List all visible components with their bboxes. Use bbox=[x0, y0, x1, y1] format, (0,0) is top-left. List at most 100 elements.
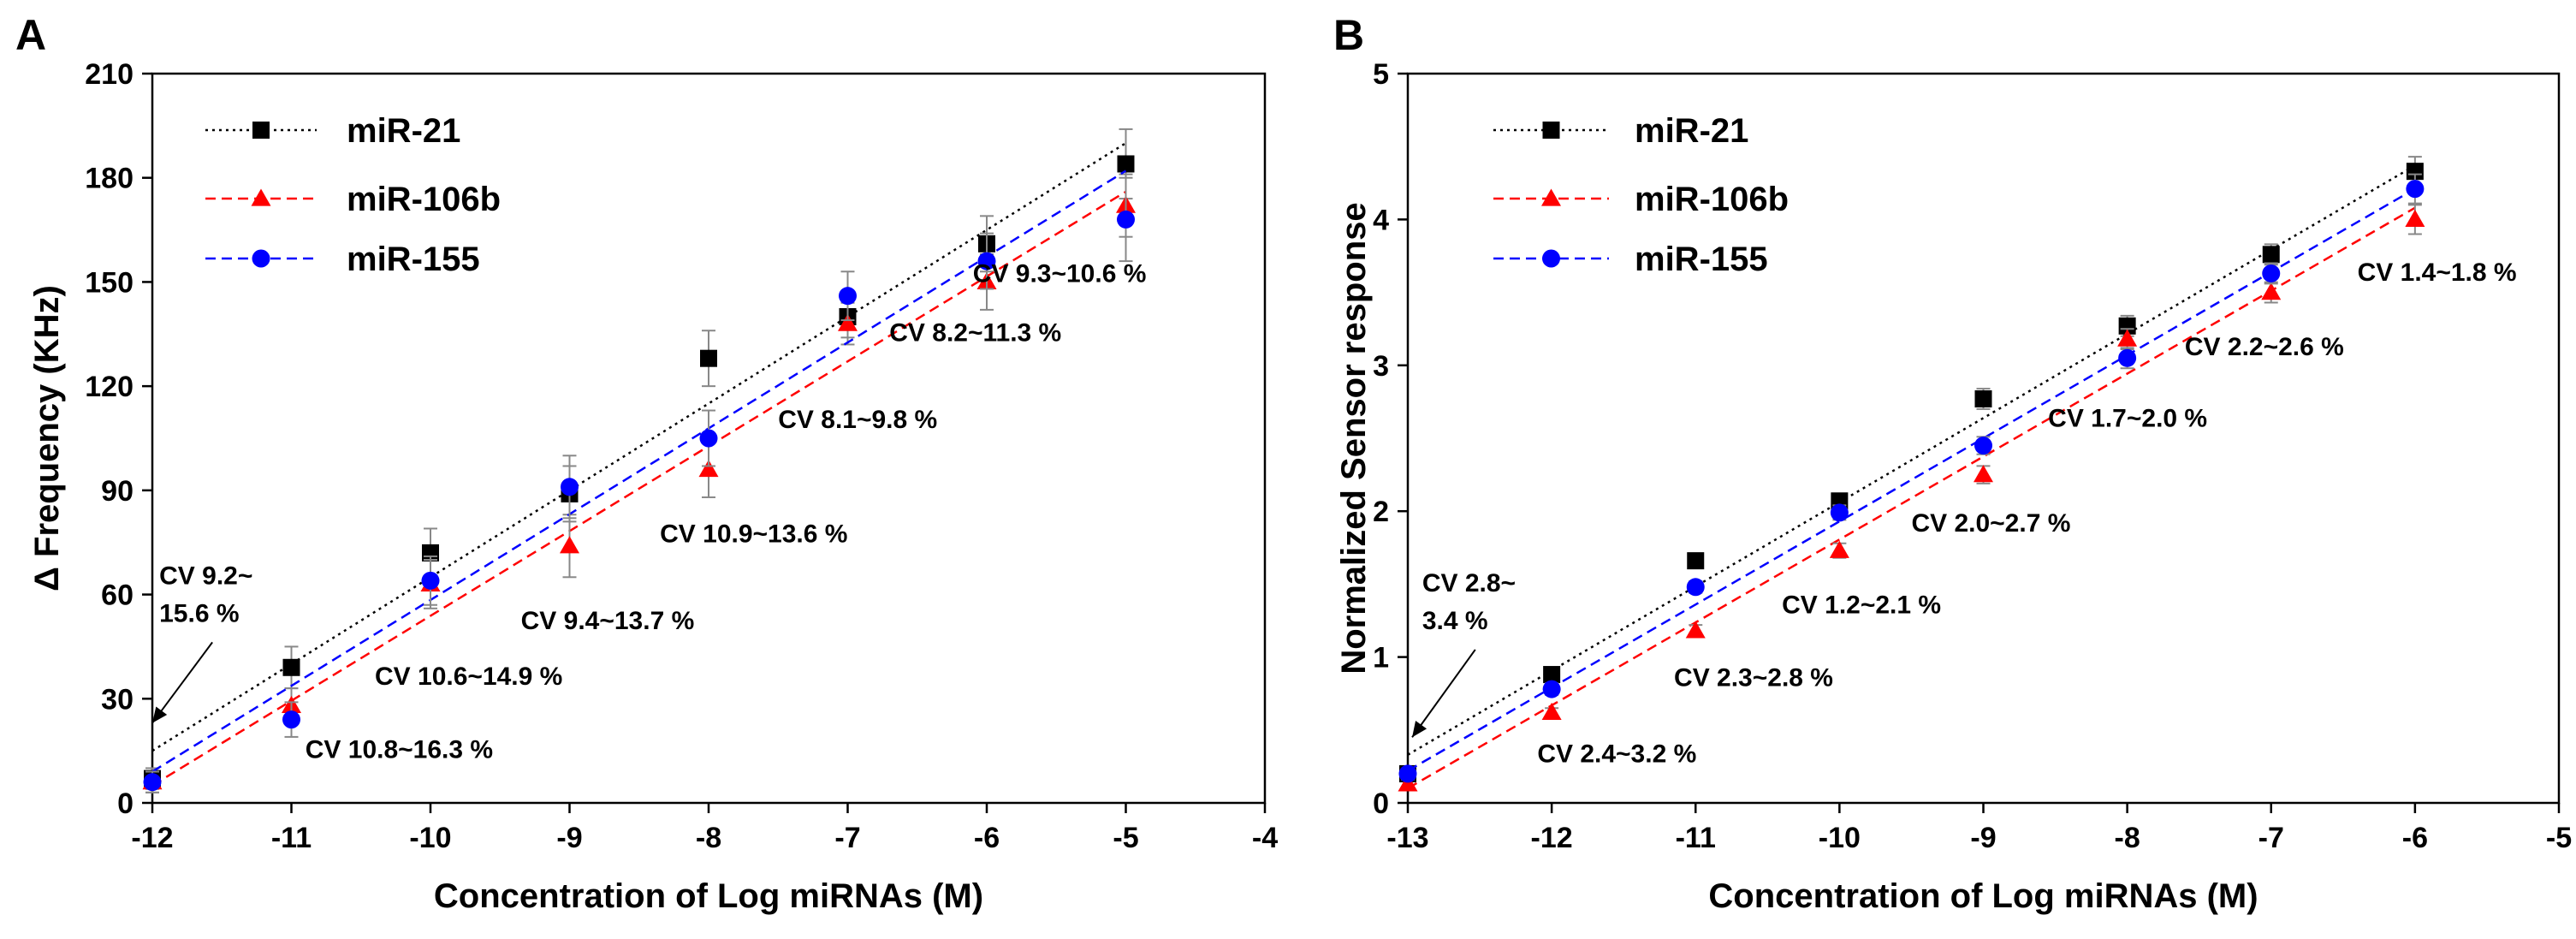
cv-annotation-line: CV 1.4~1.8 % bbox=[2358, 259, 2517, 287]
annotation-arrow bbox=[1411, 649, 1476, 738]
trend-line bbox=[151, 190, 1127, 787]
legend-label: miR-106b bbox=[1635, 181, 1789, 218]
y-tick-label: 0 bbox=[1373, 787, 1389, 820]
x-tick-label: -9 bbox=[556, 822, 582, 854]
cv-annotation: CV 1.2~2.1 % bbox=[1782, 591, 1941, 619]
cv-annotation-line: CV 9.4~13.7 % bbox=[521, 607, 695, 635]
data-point bbox=[1685, 621, 1706, 639]
legend-marker bbox=[252, 249, 270, 268]
legend-label: miR-155 bbox=[347, 241, 480, 278]
data-point bbox=[1117, 210, 1135, 229]
legend-marker bbox=[1542, 249, 1560, 268]
cv-annotation: CV 2.8~ 3.4 % bbox=[1422, 569, 1516, 635]
y-tick-label: 90 bbox=[101, 475, 134, 508]
data-point bbox=[1686, 578, 1705, 597]
x-tick-label: -5 bbox=[2546, 822, 2572, 854]
x-tick-label: -12 bbox=[131, 822, 173, 854]
annotation-arrow bbox=[151, 641, 213, 724]
x-tick-label: -6 bbox=[2402, 822, 2428, 854]
cv-annotation-line: CV 1.2~2.1 % bbox=[1782, 591, 1941, 619]
series-mir-21 bbox=[144, 128, 1135, 790]
data-point bbox=[2406, 180, 2425, 199]
x-tick-label: -5 bbox=[1113, 822, 1138, 854]
cv-annotation: CV 10.9~13.6 % bbox=[660, 520, 847, 549]
cv-annotation-line: 15.6 % bbox=[159, 599, 239, 627]
y-axis-title: Δ Frequency (KHz) bbox=[28, 285, 66, 591]
cv-annotation-line: CV 10.8~16.3 % bbox=[306, 735, 493, 764]
y-tick-label: 0 bbox=[117, 787, 134, 820]
trend-line bbox=[1407, 206, 2416, 790]
y-tick-label: 150 bbox=[85, 266, 134, 299]
annotation-arrowhead bbox=[152, 706, 168, 723]
data-point bbox=[2261, 282, 2282, 300]
data-point bbox=[1543, 666, 1561, 684]
data-point bbox=[1974, 437, 1992, 455]
x-axis-title: Concentration of Log miRNAs (M) bbox=[434, 877, 983, 915]
data-point bbox=[838, 313, 858, 331]
cv-annotation: CV 2.3~2.8 % bbox=[1674, 664, 1833, 692]
cv-annotation-line: CV 2.3~2.8 % bbox=[1674, 664, 1833, 692]
legend-label: miR-155 bbox=[1635, 241, 1768, 278]
cv-annotation: CV 2.2~2.6 % bbox=[2185, 333, 2344, 361]
data-point bbox=[561, 478, 579, 496]
y-tick-label: 4 bbox=[1373, 204, 1389, 236]
legend-marker bbox=[1542, 122, 1560, 139]
data-point bbox=[2405, 209, 2425, 228]
x-tick-label: -11 bbox=[271, 822, 312, 854]
data-point bbox=[1541, 702, 1562, 720]
data-point bbox=[421, 571, 440, 590]
y-tick-label: 60 bbox=[101, 579, 134, 612]
cv-annotation: CV 1.7~2.0 % bbox=[2048, 404, 2207, 432]
cv-annotation: CV 10.6~14.9 % bbox=[375, 663, 562, 691]
data-point bbox=[977, 252, 996, 270]
cv-annotation: CV 9.2~ 15.6 % bbox=[159, 562, 252, 627]
cv-annotation-line: CV 2.4~3.2 % bbox=[1537, 740, 1696, 768]
legend-label: miR-106b bbox=[347, 181, 501, 218]
y-tick-label: 2 bbox=[1373, 496, 1389, 528]
trend-line bbox=[1407, 164, 2416, 756]
legend-marker bbox=[1541, 188, 1561, 206]
cv-annotation: CV 8.1~9.8 % bbox=[778, 406, 937, 434]
cv-annotation-line: CV 1.7~2.0 % bbox=[2048, 404, 2207, 432]
x-axis-title: Concentration of Log miRNAs (M) bbox=[1708, 877, 2258, 915]
chart-panel-b: B -13 -12 -11 -10 -9 -8 -7 -6 -5 0 1 2 3 4 5 Concentrati… bbox=[1333, 11, 2572, 915]
data-point bbox=[1830, 503, 1849, 522]
data-point bbox=[1687, 552, 1705, 570]
data-point bbox=[1542, 680, 1561, 698]
y-tick-label: 1 bbox=[1373, 642, 1389, 675]
cv-annotation-line: CV 2.8~ bbox=[1422, 569, 1516, 597]
data-point bbox=[1829, 540, 1849, 558]
annotation-arrowhead bbox=[1412, 721, 1427, 738]
cv-annotation-line: CV 8.2~11.3 % bbox=[889, 318, 1061, 347]
data-point bbox=[699, 429, 718, 448]
data-point bbox=[2262, 264, 2281, 282]
cv-annotation-line: CV 9.2~ bbox=[159, 562, 252, 590]
x-tick-label: -12 bbox=[1531, 822, 1573, 854]
x-tick-label: -6 bbox=[974, 822, 1000, 854]
x-tick-label: -11 bbox=[1676, 822, 1716, 854]
data-point bbox=[700, 349, 717, 367]
panel-label: A bbox=[15, 11, 46, 59]
cv-annotation-line: CV 2.0~2.7 % bbox=[1911, 509, 2070, 538]
legend-marker bbox=[251, 188, 271, 206]
y-axis-title: Normalized Sensor response bbox=[1335, 202, 1373, 674]
data-point bbox=[698, 460, 719, 478]
cv-annotation: CV 9.4~13.7 % bbox=[521, 607, 695, 635]
data-point bbox=[1117, 155, 1135, 173]
data-point bbox=[282, 710, 300, 729]
cv-annotation: CV 1.4~1.8 % bbox=[2358, 259, 2517, 287]
data-point bbox=[282, 658, 300, 676]
x-tick-label: -9 bbox=[1970, 822, 1996, 854]
y-tick-label: 180 bbox=[85, 163, 134, 195]
x-tick-label: -7 bbox=[2258, 822, 2284, 854]
cv-annotation: CV 10.8~16.3 % bbox=[306, 735, 493, 764]
cv-annotation-line: CV 8.1~9.8 % bbox=[778, 406, 937, 434]
cv-annotation-line: CV 10.6~14.9 % bbox=[375, 663, 562, 691]
y-tick-label: 3 bbox=[1373, 350, 1389, 383]
series-mir-155 bbox=[1398, 173, 2425, 783]
y-tick-label: 210 bbox=[85, 58, 134, 91]
data-point bbox=[2118, 348, 2137, 367]
panel-label: B bbox=[1333, 11, 1364, 59]
legend-label: miR-21 bbox=[1635, 112, 1748, 150]
